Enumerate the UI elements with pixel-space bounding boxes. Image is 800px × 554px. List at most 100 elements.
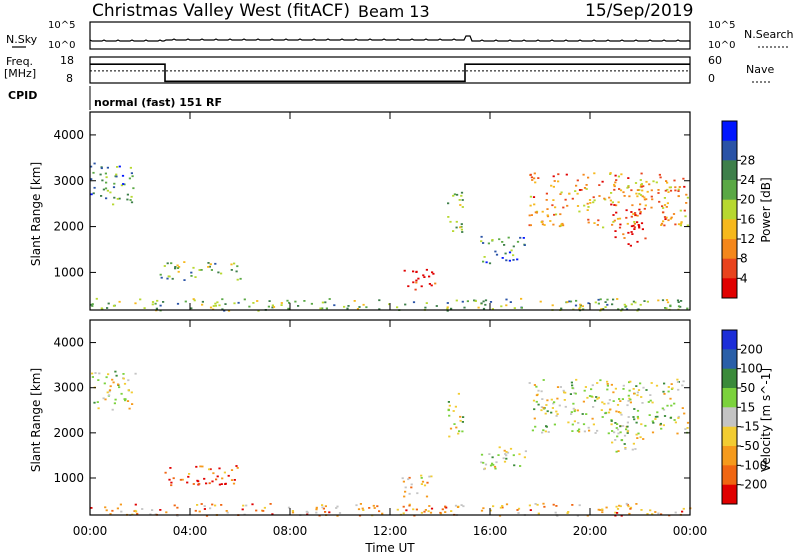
echo-cell (656, 415, 659, 418)
echo-cell (109, 191, 112, 194)
x-tick-label: 00:00 (673, 524, 708, 538)
echo-cell (632, 388, 635, 390)
cpid-value: normal (fast) 151 RF (94, 96, 222, 109)
echo-cell (579, 306, 582, 309)
freq-tick-top: 18 (60, 54, 74, 67)
echo-cell (614, 230, 617, 232)
echo-cell (619, 400, 622, 402)
echo-cell (482, 242, 485, 244)
echo-cell (517, 507, 521, 510)
echo-cell (628, 381, 631, 384)
echo-cell (205, 514, 209, 517)
x-tick-label: 12:00 (373, 524, 408, 538)
echo-cell (98, 372, 101, 375)
echo-cell (567, 511, 570, 513)
echo-cell (415, 270, 418, 273)
echo-cell (99, 173, 102, 176)
echo-cell (396, 508, 399, 511)
noise-right-tick-top: 10^5 (708, 20, 735, 31)
echo-cell (625, 308, 629, 311)
echo-cell (646, 513, 649, 515)
echo-cell (500, 305, 503, 308)
echo-cell (101, 179, 104, 182)
echo-cell (666, 188, 669, 191)
echo-cell (672, 213, 676, 215)
echo-cell (552, 199, 555, 201)
echo-cell (588, 429, 591, 432)
echo-cell (606, 383, 609, 385)
echo-cell (683, 209, 686, 212)
date-label: 15/Sep/2019 (585, 1, 693, 21)
echo-cell (625, 502, 628, 505)
echo-cell (287, 307, 290, 310)
echo-cell (576, 409, 579, 412)
echo-cell (627, 400, 630, 402)
echo-cell (217, 271, 220, 274)
echo-cell (620, 173, 623, 176)
echo-cell (627, 394, 630, 397)
echo-cell (263, 506, 266, 509)
echo-cell (225, 510, 228, 512)
echo-cell (609, 172, 612, 174)
echo-cell (626, 421, 629, 424)
echo-cell (576, 514, 579, 517)
noise-left-tick-bottom: 10^0 (48, 40, 75, 51)
echo-cell (673, 179, 676, 182)
echo-cell (216, 301, 219, 304)
echo-cell (267, 305, 270, 308)
echo-cell (617, 308, 620, 311)
echo-cell (170, 484, 173, 487)
echo-cell (120, 184, 123, 187)
echo-cell (516, 240, 520, 243)
echo-cell (605, 411, 608, 414)
echo-cell (120, 392, 123, 395)
echo-cell (252, 302, 255, 304)
echo-cell (659, 176, 662, 179)
echo-cell (404, 490, 407, 493)
echo-cell (566, 301, 569, 303)
echo-cell (621, 398, 624, 400)
echo-cell (183, 261, 186, 263)
echo-cell (554, 206, 557, 209)
echo-cell (212, 472, 215, 475)
echo-cell (597, 302, 600, 305)
echo-cell (162, 301, 165, 303)
echo-cell (631, 233, 634, 235)
echo-cell (461, 300, 464, 303)
echo-cell (608, 399, 611, 401)
echo-cell (502, 457, 505, 460)
echo-cell (660, 224, 663, 226)
echo-cell (118, 300, 121, 303)
echo-cell (248, 305, 251, 308)
echo-cell (504, 252, 507, 255)
echo-cell (616, 298, 619, 300)
echo-cell (674, 189, 677, 192)
echo-cell (423, 510, 426, 513)
echo-cell (636, 221, 639, 224)
velocity-colorbar-ticks: 200 100 50 15 -15 -50 -100 -200 (737, 342, 767, 492)
echo-cell (553, 401, 556, 404)
power-panel: 1000 2000 3000 4000 Slant Range [km] (29, 111, 691, 312)
echo-cell (649, 399, 652, 402)
echo-cell (123, 382, 127, 385)
echo-cell (218, 467, 221, 470)
echo-cell (236, 467, 239, 469)
echo-cell (539, 300, 542, 303)
echo-cell (452, 230, 455, 232)
echo-cell (111, 378, 114, 381)
echo-cell (509, 447, 513, 450)
echo-cell (134, 302, 137, 305)
colorbar-tick-label: 200 (740, 342, 763, 356)
echo-cell (555, 505, 558, 507)
echo-cell (355, 504, 358, 507)
echo-cell (626, 222, 629, 225)
echo-cell (626, 430, 629, 433)
echo-cell (540, 409, 543, 412)
colorbar-swatch (722, 349, 737, 370)
echo-cell (328, 298, 331, 300)
echo-cell (667, 386, 670, 388)
echo-cell (578, 210, 581, 213)
echo-cell (614, 422, 617, 424)
echo-cell (637, 308, 640, 311)
echo-cell (473, 299, 476, 302)
